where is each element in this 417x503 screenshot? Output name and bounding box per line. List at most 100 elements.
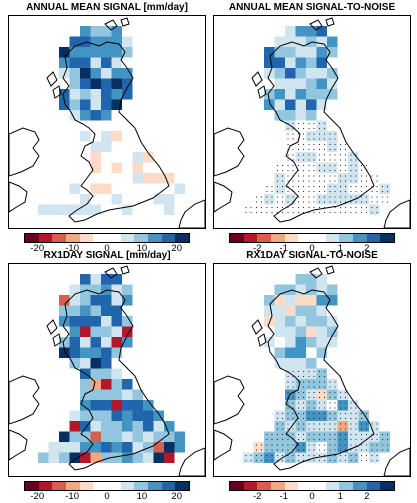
stipple-dot [318, 138, 321, 140]
stipple-dot [350, 454, 352, 457]
stipple-dot [297, 148, 300, 151]
grid-cell [90, 36, 101, 47]
grid-cell [316, 47, 327, 58]
grid-cell [69, 358, 80, 369]
stipple-dot [371, 459, 373, 462]
grid-cell [316, 347, 327, 358]
grid-cell [101, 337, 112, 348]
stipple-dot [250, 459, 252, 462]
grid-cell [274, 36, 285, 47]
colorbar-tick: -1 [279, 491, 288, 502]
stipple-dot [334, 417, 336, 420]
grid-cell [90, 295, 101, 306]
stipple-dot [292, 127, 294, 130]
stipple-dot [308, 438, 310, 441]
grid-cell [69, 431, 80, 442]
stipple-dot [371, 211, 373, 214]
stipple-dot [381, 190, 384, 193]
stipple-dot [360, 201, 363, 203]
grid-cell [295, 78, 306, 89]
grid-cell [369, 442, 380, 453]
colorbar-tick: -1 [279, 243, 288, 254]
grid-cell [348, 452, 359, 463]
colorbar-segment [52, 234, 67, 242]
grid-cell [143, 173, 154, 184]
grid-cell [327, 389, 338, 400]
grid-cell [337, 173, 348, 184]
stipple-dot [334, 154, 336, 156]
stipple-dot [276, 196, 279, 198]
grid-cell [122, 421, 133, 432]
stipple-dot [334, 148, 336, 151]
grid-cell [295, 274, 306, 285]
grid-cell [306, 379, 317, 390]
stipple-dot [313, 370, 315, 373]
grid-cell [337, 389, 348, 400]
colorbar-tick: 10 [136, 491, 148, 502]
grid-cell [274, 68, 285, 79]
colorbar-tick: 2 [364, 243, 370, 254]
map-frame [8, 15, 206, 229]
grid-cell [122, 379, 133, 390]
stipple-dot [371, 454, 373, 457]
stipple-dot [318, 201, 321, 203]
stipple-dot [271, 190, 273, 193]
coastline [383, 199, 410, 228]
grid-cell [316, 284, 327, 295]
stipple-dot [308, 386, 310, 388]
grid-cell [306, 326, 317, 337]
stipple-dot [313, 127, 315, 130]
grid-cell [369, 204, 380, 215]
stipple-dot [344, 185, 347, 188]
stipple-dot [360, 169, 363, 172]
coastline [120, 17, 130, 27]
colorbar-tick: 20 [171, 243, 183, 254]
stipple-dot [365, 454, 368, 457]
stipple-dot [381, 438, 384, 441]
grid-cell [285, 99, 296, 110]
stipple-dot [297, 211, 300, 214]
stipple-dot [302, 449, 305, 451]
stipple-dot [360, 206, 363, 209]
stipple-dot [376, 201, 378, 203]
stipple-dot [344, 396, 347, 399]
grid-cell [337, 400, 348, 411]
coastline [325, 17, 335, 27]
stipple-dot [297, 438, 300, 441]
stipple-dot [323, 164, 326, 167]
grid-cell [111, 284, 122, 295]
stipple-dot [313, 164, 315, 167]
stipple-dot [302, 402, 305, 404]
grid-cell [38, 204, 49, 215]
grid-cell [274, 410, 285, 421]
stipple-dot [334, 407, 336, 409]
stipple-dot [350, 449, 352, 451]
grid-cell [101, 358, 112, 369]
stipple-dot [292, 133, 294, 135]
grid-cell [111, 26, 122, 37]
colorbar-segment [312, 482, 326, 490]
stipple-dot [323, 211, 326, 214]
colorbar-segment [25, 482, 39, 490]
stipple-dot [339, 169, 342, 172]
grid-cell [316, 99, 327, 110]
stipple-dot [260, 196, 263, 198]
stipple-dot [287, 386, 289, 388]
stipple-dot [365, 423, 368, 425]
stipple-dot [329, 180, 331, 182]
stipple-dot [297, 127, 300, 130]
grid-cell [111, 295, 122, 306]
grid-cell [327, 326, 338, 337]
stipple-dot [271, 206, 273, 209]
grid-cell [101, 78, 112, 89]
colorbar-segment [93, 234, 108, 242]
stipple-dot [281, 449, 284, 451]
coastline [383, 447, 410, 476]
stipple-dot [287, 133, 289, 135]
grid-cell [295, 68, 306, 79]
stipple-dot [302, 433, 305, 436]
stipple-dot [297, 391, 300, 394]
stipple-dot [350, 154, 352, 156]
stipple-dot [292, 164, 294, 167]
stipple-dot [297, 122, 300, 125]
